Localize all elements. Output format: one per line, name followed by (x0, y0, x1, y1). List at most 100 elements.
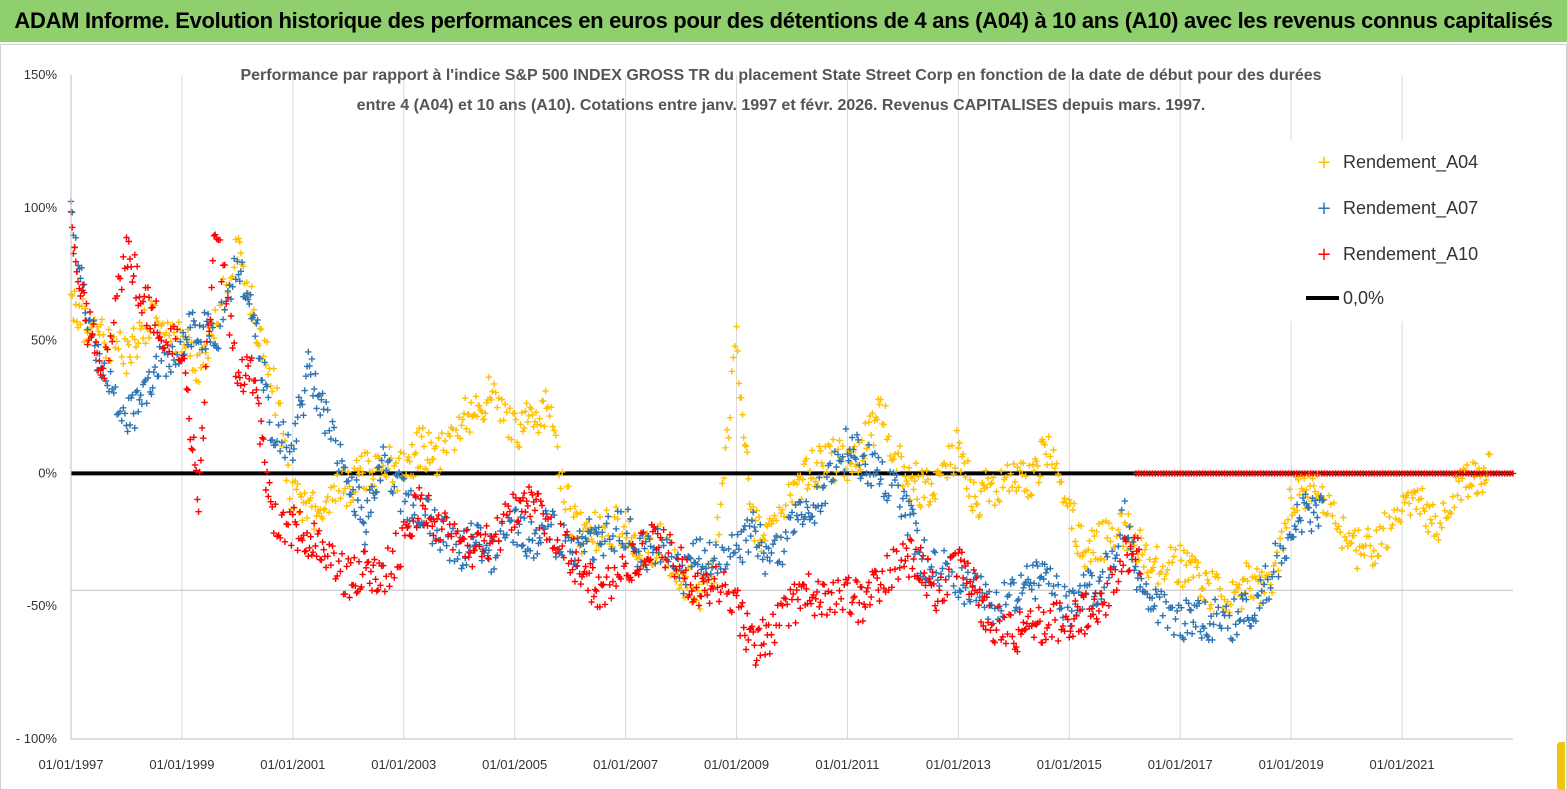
point-rendement-a07 (1080, 571, 1087, 579)
point-rendement-a10 (1035, 604, 1042, 611)
point-rendement-a07 (101, 360, 108, 367)
point-rendement-a07 (820, 482, 828, 489)
point-rendement-a07 (813, 483, 821, 490)
point-rendement-a10 (742, 646, 750, 653)
point-rendement-a04 (1218, 593, 1225, 600)
point-rendement-a04 (1145, 574, 1152, 581)
point-rendement-a07 (909, 506, 916, 513)
point-rendement-a10 (806, 597, 813, 604)
x-tick-label: 01/01/1997 (38, 757, 103, 772)
point-rendement-a07 (903, 492, 910, 499)
point-rendement-a04 (506, 405, 514, 412)
point-rendement-a10 (681, 575, 688, 582)
point-rendement-a07 (1064, 604, 1071, 611)
point-rendement-a04 (906, 496, 914, 504)
point-rendement-a07 (1178, 604, 1185, 611)
point-rendement-a07 (1143, 580, 1150, 588)
point-rendement-a04 (1099, 519, 1106, 526)
point-rendement-a07 (1315, 522, 1322, 530)
point-rendement-a04 (797, 472, 804, 479)
point-rendement-a07 (327, 435, 335, 443)
point-rendement-a10 (1047, 607, 1054, 614)
point-rendement-a07 (288, 442, 295, 449)
point-rendement-a10 (397, 563, 404, 570)
point-rendement-a07 (77, 275, 84, 282)
point-rendement-a07 (1200, 625, 1208, 632)
point-rendement-a10 (459, 535, 466, 542)
point-rendement-a07 (859, 453, 867, 460)
point-rendement-a04 (953, 427, 960, 434)
point-rendement-a04 (525, 412, 533, 419)
point-rendement-a07 (580, 540, 587, 547)
point-rendement-a04 (395, 455, 403, 462)
point-rendement-a04 (1072, 538, 1079, 545)
point-rendement-a04 (1419, 485, 1426, 492)
point-rendement-a07 (1034, 562, 1041, 570)
point-rendement-a07 (956, 587, 963, 594)
point-rendement-a07 (822, 500, 829, 507)
point-rendement-a10 (352, 582, 359, 590)
point-rendement-a04 (1014, 464, 1021, 471)
point-rendement-a10 (346, 594, 353, 601)
point-rendement-a07 (722, 565, 729, 573)
point-rendement-a10 (84, 341, 91, 348)
point-rendement-a04 (435, 434, 442, 442)
point-rendement-a04 (1366, 533, 1373, 540)
point-rendement-a07 (958, 564, 966, 571)
point-rendement-a04 (1340, 514, 1347, 521)
point-rendement-a04 (1146, 556, 1153, 563)
point-rendement-a10 (315, 527, 323, 534)
chart: 01/01/1997 01/01/1999 01/01/2001 01/01/2003… (16, 67, 1517, 772)
point-rendement-a07 (200, 323, 207, 331)
point-rendement-a07 (107, 368, 114, 375)
point-rendement-a10 (790, 590, 797, 598)
point-rendement-a04 (235, 235, 242, 242)
point-rendement-a04 (212, 306, 219, 314)
point-rendement-a04 (1051, 465, 1059, 472)
point-rendement-a07 (1118, 506, 1125, 514)
point-rendement-a10 (722, 581, 729, 588)
point-rendement-a04 (528, 405, 535, 413)
legend-marker-a10: + (1316, 244, 1331, 265)
point-rendement-a04 (1407, 511, 1414, 519)
point-rendement-a04 (443, 449, 450, 456)
point-rendement-a07 (834, 451, 842, 458)
point-rendement-a04 (295, 509, 302, 517)
point-rendement-a10 (460, 535, 468, 543)
point-rendement-a07 (791, 528, 798, 535)
point-rendement-a04 (896, 442, 903, 450)
point-rendement-a04 (559, 468, 566, 476)
point-rendement-a07 (1198, 634, 1205, 642)
x-tick-label: 01/01/1999 (149, 757, 214, 772)
point-rendement-a04 (948, 442, 956, 449)
point-rendement-a07 (779, 561, 786, 568)
point-rendement-a10 (235, 369, 242, 376)
point-rendement-a10 (429, 523, 436, 530)
point-rendement-a10 (768, 631, 775, 638)
point-rendement-a10 (1017, 631, 1025, 638)
point-rendement-a04 (1087, 558, 1094, 565)
point-rendement-a10 (427, 516, 435, 523)
point-rendement-a07 (601, 538, 609, 545)
point-rendement-a07 (136, 396, 143, 403)
point-rendement-a07 (887, 468, 894, 475)
point-rendement-a04 (389, 478, 396, 486)
point-rendement-a04 (419, 424, 426, 432)
point-rendement-a04 (320, 507, 327, 514)
point-rendement-a04 (927, 498, 934, 505)
point-rendement-a07 (312, 370, 319, 377)
point-rendement-a10 (717, 589, 724, 596)
point-rendement-a07 (712, 541, 720, 549)
point-rendement-a10 (587, 560, 594, 567)
point-rendement-a07 (272, 441, 279, 449)
point-rendement-a10 (243, 353, 251, 361)
point-rendement-a10 (1113, 587, 1120, 594)
point-rendement-a10 (242, 372, 249, 379)
point-rendement-a10 (1105, 602, 1113, 609)
point-rendement-a04 (744, 449, 751, 456)
point-rendement-a04 (845, 447, 852, 454)
point-rendement-a04 (467, 399, 475, 406)
point-rendement-a04 (1108, 525, 1116, 532)
point-rendement-a04 (1030, 467, 1038, 475)
point-rendement-a10 (371, 556, 378, 563)
